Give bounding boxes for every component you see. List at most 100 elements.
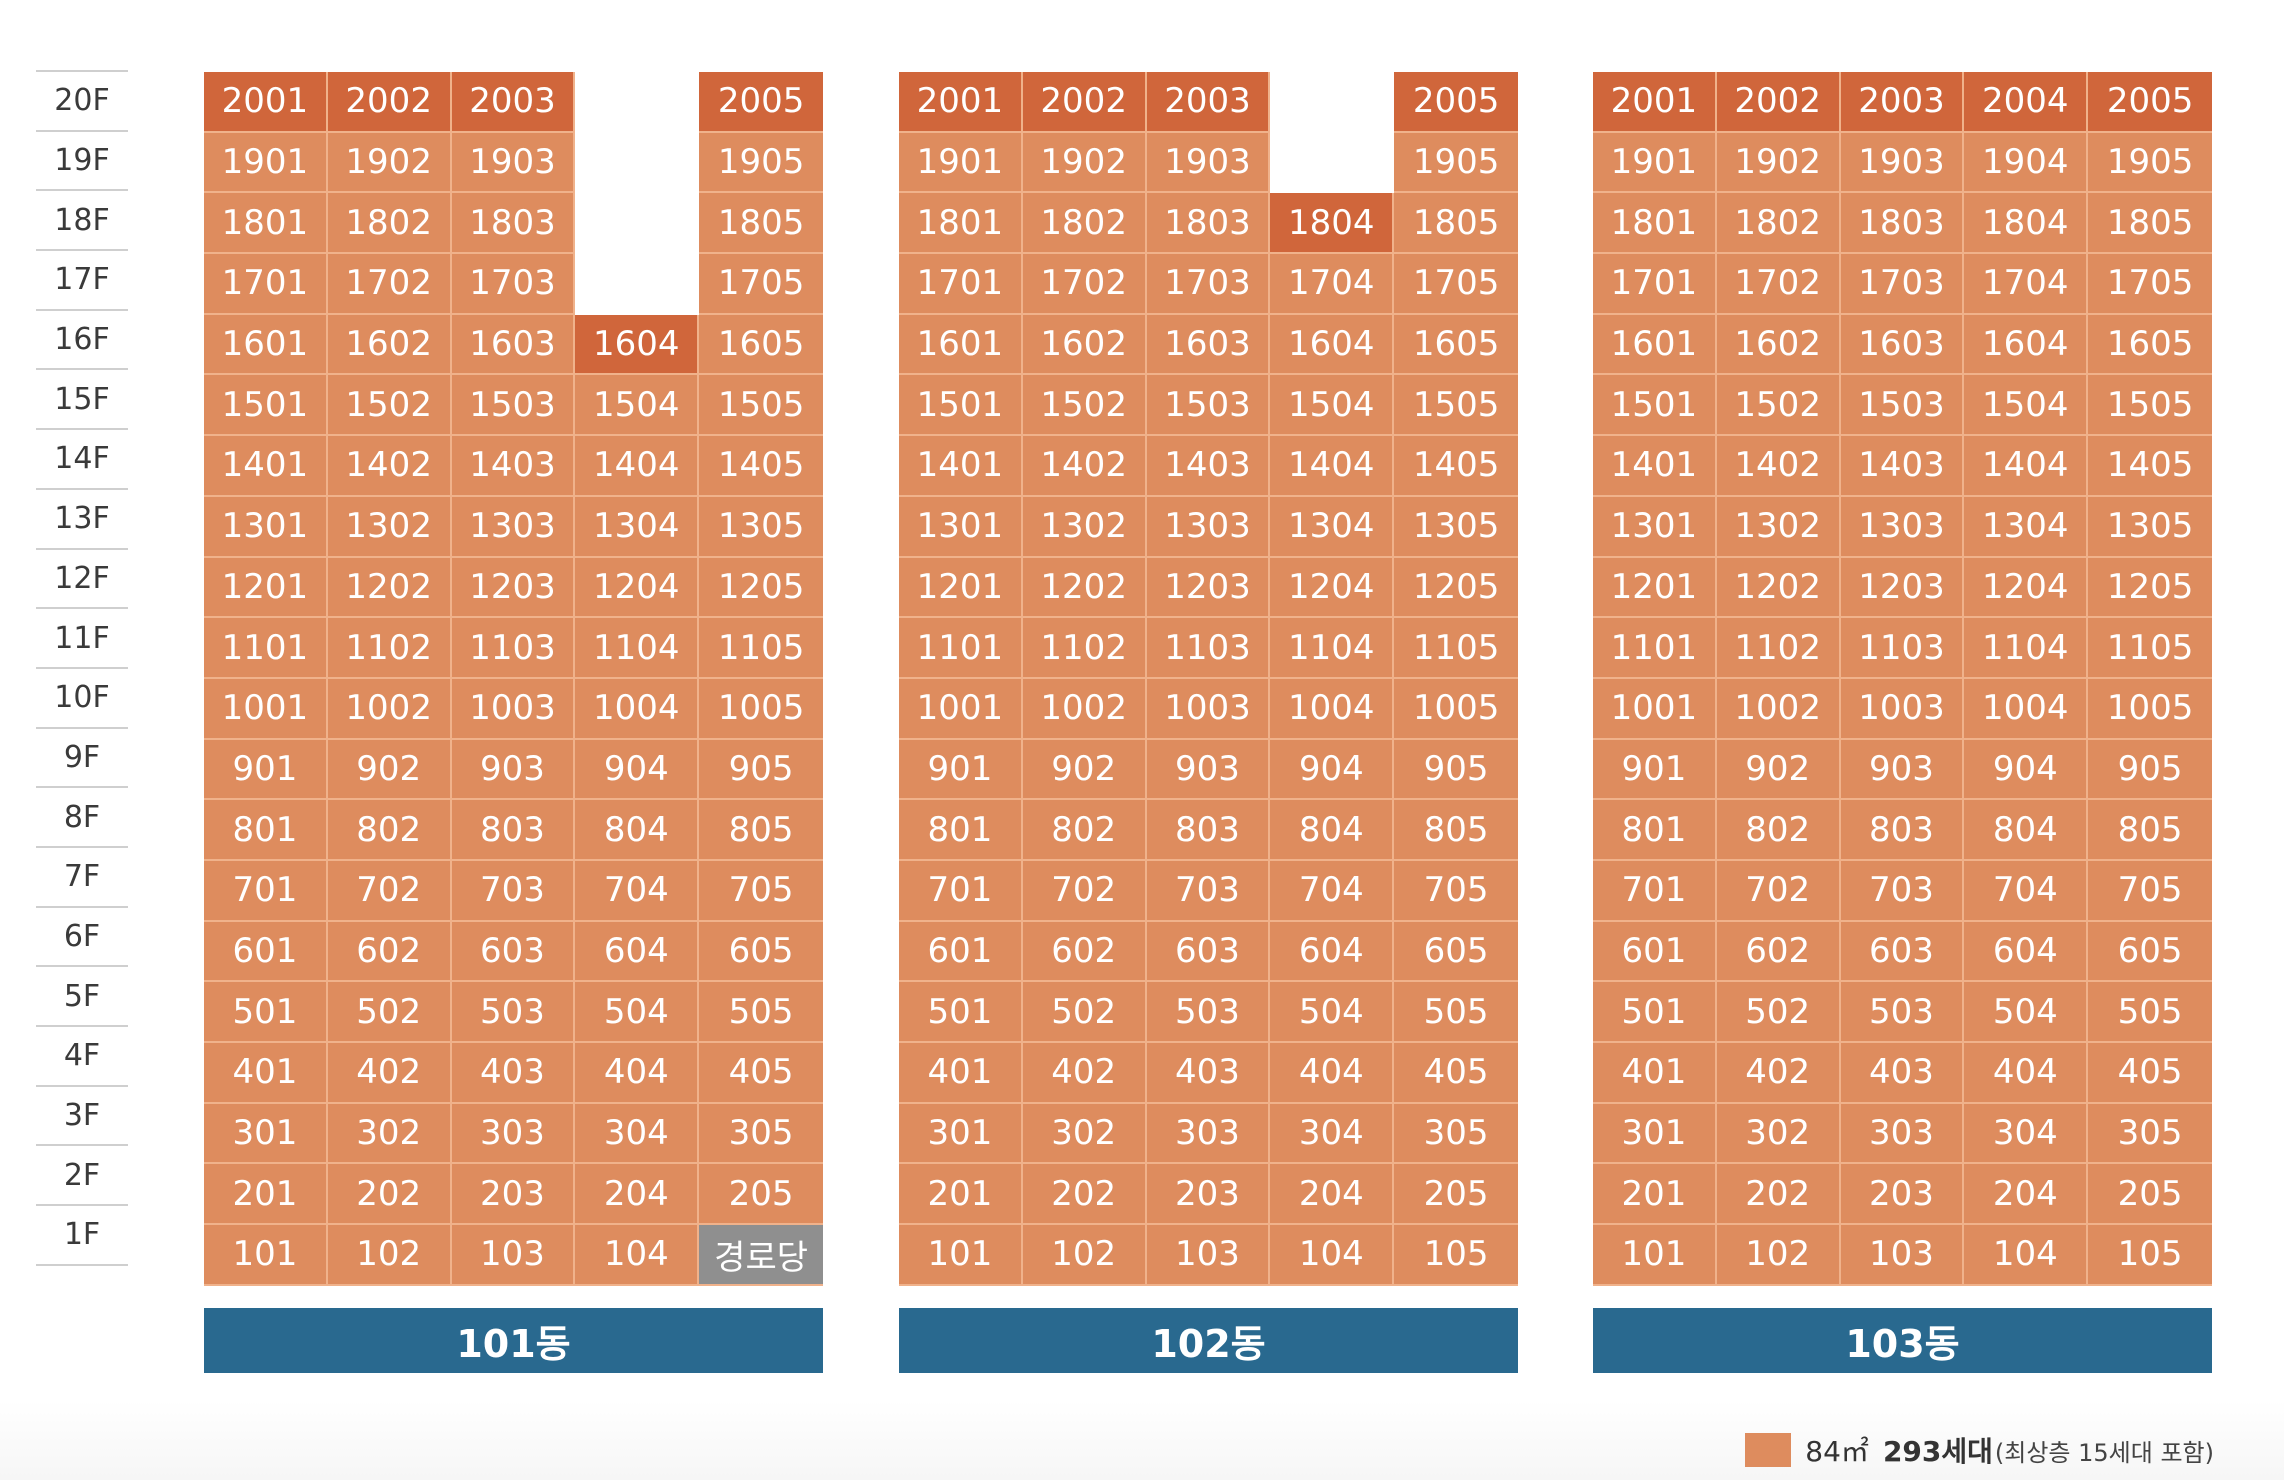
unit-cell: 1902 — [1022, 132, 1147, 194]
unit-cell: 803 — [451, 800, 576, 861]
unit-cell: 804 — [1964, 800, 2089, 861]
unit-cell: 404 — [575, 1043, 700, 1104]
unit-cell: 2001 — [204, 72, 328, 133]
unit-cell: 705 — [699, 860, 823, 922]
unit-cell: 104 — [1964, 1225, 2089, 1286]
unit-cell: 1401 — [204, 436, 328, 497]
unit-cell: 1502 — [1022, 375, 1147, 437]
unit-cell: 404 — [1964, 1043, 2089, 1104]
unit-cell: 805 — [2088, 800, 2212, 861]
unit-cell: 2002 — [1716, 72, 1841, 133]
unit-cell: 604 — [575, 921, 700, 983]
unit-cell: 1403 — [1840, 436, 1965, 497]
unit-cell: 1104 — [1964, 618, 2089, 679]
unit-cell: 1503 — [1840, 375, 1965, 437]
floor-label: 15F — [36, 368, 128, 428]
unit-cell: 1304 — [1964, 496, 2089, 558]
unit-cell: 1001 — [899, 678, 1023, 740]
unit-cell: 205 — [699, 1164, 823, 1226]
unit-cell: 604 — [1270, 921, 1395, 983]
unit-cell: 405 — [699, 1043, 823, 1104]
unit-cell: 2005 — [699, 72, 823, 133]
unit-cell: 1905 — [699, 132, 823, 194]
unit-cell: 1805 — [2088, 193, 2212, 255]
unit-cell: 1001 — [1593, 678, 1717, 740]
unit-cell: 102 — [327, 1225, 452, 1286]
unit-cell: 1202 — [327, 557, 452, 619]
unit-cell: 701 — [1593, 860, 1717, 922]
unit-cell: 901 — [204, 739, 328, 801]
unit-cell: 1103 — [1840, 618, 1965, 679]
unit-cell: 805 — [699, 800, 823, 861]
empty-cell — [575, 72, 699, 133]
unit-cell: 1401 — [899, 436, 1023, 497]
unit-cell: 605 — [1394, 921, 1518, 983]
unit-cell: 1104 — [1270, 618, 1395, 679]
unit-cell: 203 — [1840, 1164, 1965, 1226]
floor-label: 4F — [36, 1025, 128, 1085]
unit-cell: 903 — [1146, 739, 1271, 801]
unit-cell: 1401 — [1593, 436, 1717, 497]
unit-cell: 302 — [1022, 1103, 1147, 1165]
unit-cell: 1104 — [575, 618, 700, 679]
unit-cell: 605 — [699, 921, 823, 983]
unit-cell: 803 — [1146, 800, 1271, 861]
unit-cell: 1204 — [1270, 557, 1395, 619]
unit-cell: 404 — [1270, 1043, 1395, 1104]
unit-cell: 1301 — [204, 496, 328, 558]
unit-cell: 1804 — [1270, 193, 1395, 255]
unit-cell: 501 — [204, 982, 328, 1043]
unit-cell: 1003 — [1840, 678, 1965, 740]
unit-cell: 1301 — [1593, 496, 1717, 558]
unit-cell: 204 — [1270, 1164, 1395, 1226]
unit-cell: 704 — [1964, 860, 2089, 922]
unit-cell: 1601 — [204, 314, 328, 376]
unit-cell: 1602 — [1716, 314, 1841, 376]
unit-cell: 1801 — [1593, 193, 1717, 255]
unit-cell: 705 — [1394, 860, 1518, 922]
floor-label: 18F — [36, 189, 128, 249]
unit-cell: 401 — [204, 1043, 328, 1104]
unit-cell: 802 — [327, 800, 452, 861]
unit-cell: 1204 — [1964, 557, 2089, 619]
unit-cell: 805 — [1394, 800, 1518, 861]
unit-cell: 601 — [1593, 921, 1717, 983]
unit-cell: 2004 — [1964, 72, 2089, 133]
floor-label: 5F — [36, 965, 128, 1025]
unit-cell: 902 — [1716, 739, 1841, 801]
legend-units: 293세대 — [1882, 1435, 1993, 1468]
unit-cell: 104 — [1270, 1225, 1395, 1286]
unit-cell: 1303 — [1840, 496, 1965, 558]
unit-cell: 1704 — [1964, 254, 2089, 315]
unit-cell: 1702 — [1716, 254, 1841, 315]
unit-cell: 102 — [1716, 1225, 1841, 1286]
unit-cell: 705 — [2088, 860, 2212, 922]
unit-cell: 1402 — [327, 436, 452, 497]
unit-cell: 1502 — [1716, 375, 1841, 437]
unit-cell: 1202 — [1022, 557, 1147, 619]
unit-cell: 1705 — [2088, 254, 2212, 315]
unit-cell: 1501 — [899, 375, 1023, 437]
unit-cell: 905 — [699, 739, 823, 801]
unit-cell: 101 — [204, 1225, 328, 1286]
unit-cell: 1505 — [2088, 375, 2212, 437]
unit-cell: 605 — [2088, 921, 2212, 983]
unit-cell: 802 — [1716, 800, 1841, 861]
unit-cell: 204 — [575, 1164, 700, 1226]
unit-cell: 1002 — [1022, 678, 1147, 740]
unit-cell: 1904 — [1964, 132, 2089, 194]
unit-cell: 901 — [1593, 739, 1717, 801]
unit-cell: 401 — [899, 1043, 1023, 1104]
unit-cell: 302 — [327, 1103, 452, 1165]
building-label: 101동 — [204, 1307, 823, 1373]
unit-cell: 1302 — [1716, 496, 1841, 558]
unit-cell: 105 — [2088, 1225, 2212, 1286]
empty-cell — [575, 254, 699, 315]
unit-cell: 1805 — [1394, 193, 1518, 255]
unit-cell: 1003 — [1146, 678, 1271, 740]
unit-cell: 1203 — [451, 557, 576, 619]
unit-cell: 1901 — [899, 132, 1023, 194]
unit-cell: 904 — [1270, 739, 1395, 801]
unit-cell: 103 — [451, 1225, 576, 1286]
unit-cell: 1403 — [451, 436, 576, 497]
